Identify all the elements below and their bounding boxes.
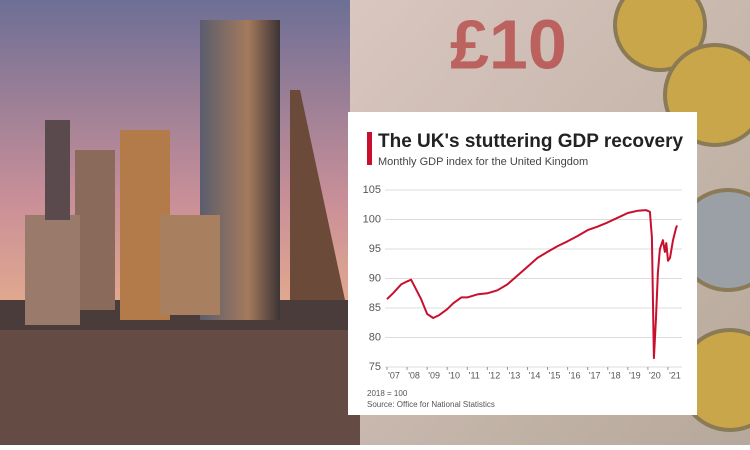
y-tick-label: 80 xyxy=(369,331,381,343)
y-tick-label: 75 xyxy=(369,361,381,373)
x-tick-label: '12 xyxy=(488,370,500,380)
x-tick-label: '14 xyxy=(529,370,541,380)
y-tick-label: 85 xyxy=(369,302,381,314)
x-tick-label: '11 xyxy=(469,370,480,380)
y-tick-label: 105 xyxy=(363,184,381,196)
x-tick-label: '15 xyxy=(549,370,561,380)
data-line xyxy=(386,209,678,360)
x-tick-label: '08 xyxy=(408,370,420,380)
x-tick-label: '20 xyxy=(649,370,661,380)
chart-note: 2018 = 100 xyxy=(367,389,408,398)
title-accent xyxy=(367,132,372,165)
chart-source: Source: Office for National Statistics xyxy=(367,400,495,409)
y-tick-label: 90 xyxy=(369,272,381,284)
x-tick-label: '09 xyxy=(428,370,440,380)
x-tick-label: '21 xyxy=(669,370,681,380)
x-tick-label: '07 xyxy=(388,370,400,380)
chart-title: The UK's stuttering GDP recovery xyxy=(378,131,684,152)
x-tick-label: '16 xyxy=(569,370,581,380)
x-tick-label: '19 xyxy=(629,370,641,380)
chart-subtitle: Monthly GDP index for the United Kingdom xyxy=(378,156,588,168)
x-tick-label: '18 xyxy=(609,370,621,380)
skyline xyxy=(0,20,360,445)
x-tick-label: '17 xyxy=(589,370,601,380)
y-tick-label: 100 xyxy=(363,213,381,225)
x-tick-label: '13 xyxy=(509,370,521,380)
x-tick-label: '10 xyxy=(448,370,460,380)
banknote-decoration: £10 xyxy=(450,5,567,83)
chart-card xyxy=(348,112,697,415)
plot: 75 80 85 90 95 100 105 '07 '08 '09 '10 '11 '12 '13 '14… xyxy=(363,184,682,380)
y-tick-label: 95 xyxy=(369,243,381,255)
